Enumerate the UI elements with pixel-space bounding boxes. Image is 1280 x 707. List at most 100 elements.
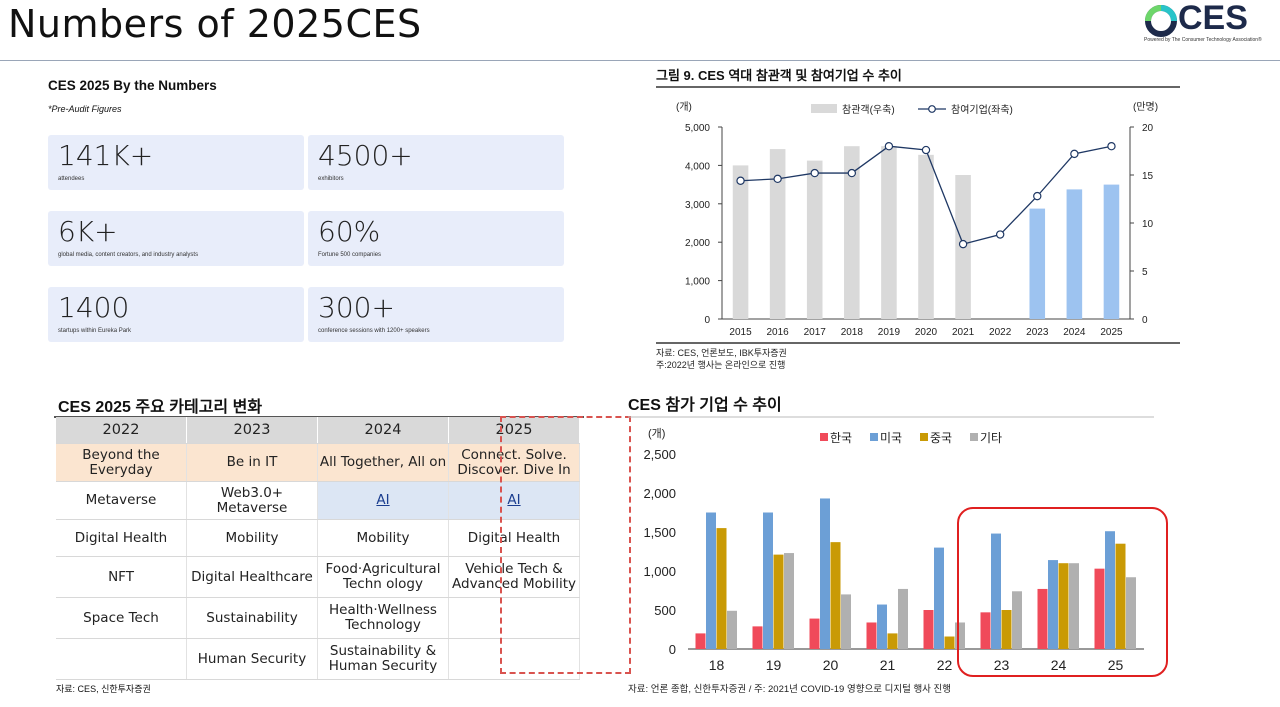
- stat-value: 300+: [318, 291, 395, 324]
- country-bar: [887, 633, 898, 649]
- attendee-bar: [806, 160, 823, 319]
- category-table-title: CES 2025 주요 카테고리 변화: [58, 399, 263, 416]
- country-bar: [944, 636, 955, 649]
- country-bar: [706, 512, 716, 649]
- table-row: NFT Digital Healthcare Food·Agricultural…: [56, 556, 580, 598]
- stat-value: 141K+: [58, 139, 154, 172]
- year-header: 2022: [56, 417, 187, 444]
- table-cell-ai: AI: [448, 481, 580, 520]
- stats-panel: CES 2025 By the Numbers *Pre-Audit Figur…: [48, 78, 568, 353]
- table-cell: Digital Healthcare: [186, 556, 318, 598]
- x-tick-label: 18: [709, 657, 725, 673]
- legend-label: 한국: [830, 431, 852, 445]
- x-tick-label: 24: [1051, 657, 1067, 673]
- x-tick-label: 2023: [1026, 327, 1049, 338]
- y-tick-label: 1,000: [643, 564, 676, 579]
- country-bar: [1001, 610, 1012, 649]
- legend-swatch: [970, 433, 978, 441]
- theme-row: Beyond the Everyday Be in IT All Togethe…: [56, 443, 580, 482]
- country-bar: [1105, 531, 1115, 649]
- chart1-title: 그림 9. CES 역대 참관객 및 참여기업 수 추이: [656, 68, 902, 83]
- exhibitor-point: [773, 174, 782, 184]
- attendee-bar: [881, 146, 897, 319]
- table-cell: [56, 638, 187, 680]
- legend-swatch-attendees: [811, 104, 837, 113]
- exhibitor-point: [847, 168, 857, 178]
- country-bar: [1048, 560, 1058, 649]
- x-tick-label: 2024: [1063, 327, 1086, 338]
- logo-subtitle: Powered by The Consumer Technology Assoc…: [1144, 37, 1262, 43]
- legend-label-exhibitors: 참여기업(좌축): [951, 103, 1013, 116]
- x-tick-label: 22: [937, 657, 953, 673]
- x-tick-label: 2019: [878, 327, 901, 338]
- y-tick-label: 0: [669, 642, 676, 657]
- table-cell: Health·Wellness Technology: [317, 597, 449, 639]
- year-2025-highlight-box: [500, 416, 631, 674]
- country-bar: [695, 633, 706, 649]
- exhibitor-point: [884, 141, 894, 151]
- recent-years-highlight: [957, 507, 1168, 677]
- stat-value: 1400: [58, 291, 130, 324]
- table-row: Human Security Sustainability & Human Se…: [56, 638, 580, 680]
- exhibitor-point: [958, 239, 968, 249]
- attendee-bar: [918, 154, 934, 319]
- attendee-bar: [769, 149, 786, 319]
- country-bar: [877, 604, 887, 649]
- country-bar: [1012, 591, 1022, 649]
- stat-value: 4500+: [318, 139, 413, 172]
- country-bar: [809, 618, 820, 649]
- y-tick-label: 5,000: [685, 123, 710, 134]
- stat-label: exhibitors: [318, 176, 344, 182]
- page-title: Numbers of 2025CES: [8, 2, 422, 46]
- stat-card-media: 6K+ global media, content creators, and …: [48, 211, 304, 266]
- legend-label: 미국: [880, 431, 902, 445]
- stat-card-attendees: 141K+ attendees: [48, 135, 304, 190]
- country-bar: [1126, 577, 1136, 649]
- y-tick-label: 2,000: [643, 486, 676, 501]
- y2-tick-label: 5: [1142, 267, 1148, 278]
- country-bar: [934, 547, 944, 649]
- country-bar: [1037, 588, 1048, 649]
- country-bar: [752, 626, 763, 649]
- country-bar: [773, 554, 784, 649]
- x-tick-label: 2015: [729, 327, 752, 338]
- country-bar: [1094, 568, 1105, 649]
- legend-label-attendees: 참관객(우축): [842, 104, 895, 116]
- table-row: Digital Health Mobility Mobility Digital…: [56, 519, 580, 557]
- ces-logo: CES Powered by The Consumer Technology A…: [1142, 0, 1272, 45]
- x-tick-label: 2016: [767, 327, 790, 338]
- attendee-bar: [732, 165, 749, 319]
- attendee-bar: [844, 146, 860, 319]
- legend-label: 중국: [930, 431, 952, 445]
- legend-label: 기타: [980, 431, 1002, 445]
- country-bar: [1058, 563, 1069, 649]
- x-tick-label: 2025: [1100, 327, 1123, 338]
- table-cell: Food·Agricultural Techn ology: [317, 556, 449, 598]
- year-header: 2025: [448, 417, 580, 444]
- legend-swatch: [870, 433, 878, 441]
- category-table-source: 자료: CES, 신한투자증권: [56, 684, 151, 694]
- table-row: Space Tech Sustainability Health·Wellnes…: [56, 597, 580, 639]
- y-tick-label: 1,500: [643, 525, 676, 540]
- table-cell: Space Tech: [56, 597, 187, 639]
- year-header: 2024: [317, 417, 449, 444]
- x-tick-label: 2021: [952, 327, 975, 338]
- y-tick-label: 4,000: [685, 161, 710, 172]
- table-cell: [448, 597, 580, 639]
- y2-tick-label: 0: [1142, 315, 1148, 326]
- theme-cell: All Together, All on: [317, 443, 449, 482]
- country-bar: [1115, 543, 1126, 649]
- table-row: Metaverse Web3.0+ Metaverse AI AI: [56, 481, 580, 520]
- country-bar: [955, 622, 965, 649]
- table-cell: Metaverse: [56, 481, 187, 520]
- x-tick-label: 2018: [841, 327, 864, 338]
- table-cell: NFT: [56, 556, 187, 598]
- exhibitor-point: [1033, 191, 1042, 201]
- chart2-source: 자료: 언론 종합, 신한투자증권 / 주: 2021년 COVID-19 영향…: [628, 683, 951, 695]
- table-cell: Mobility: [186, 519, 318, 557]
- table-cell: Human Security: [186, 638, 318, 680]
- stat-value: 6K+: [58, 215, 118, 248]
- stat-label: conference sessions with 1200+ speakers: [318, 328, 430, 334]
- table-cell: Sustainability: [186, 597, 318, 639]
- exhibitor-point: [1107, 141, 1116, 151]
